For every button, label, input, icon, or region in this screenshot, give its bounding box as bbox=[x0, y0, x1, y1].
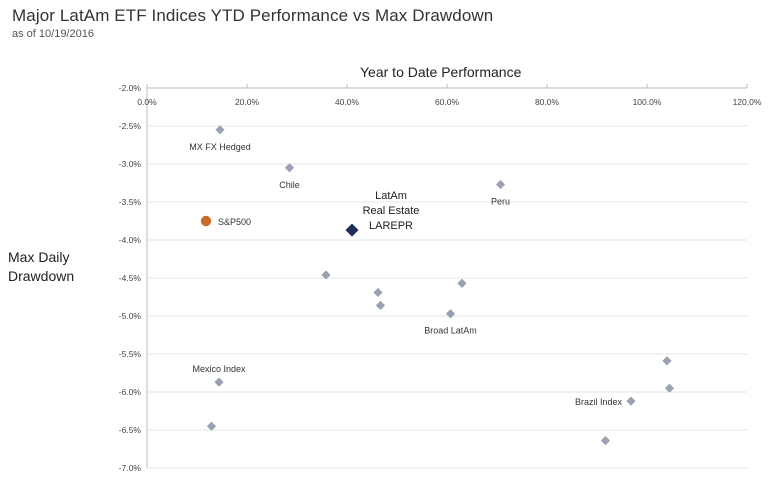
etf-point bbox=[495, 179, 506, 190]
etf-point bbox=[284, 163, 295, 173]
x-tick-label: 40.0% bbox=[335, 97, 360, 107]
point-label: LatAm bbox=[375, 190, 407, 202]
etf-point bbox=[445, 309, 456, 319]
y-tick-label: -4.0% bbox=[119, 235, 142, 245]
point-labels: MX FX Hedged Chile Peru S&P500 LatAm Real Est… bbox=[189, 142, 622, 407]
etf-point bbox=[206, 421, 217, 431]
y-tick-label: -2.0% bbox=[119, 83, 142, 93]
chart-subtitle: as of 10/19/2016 bbox=[12, 28, 94, 40]
y-tick-label: -5.0% bbox=[119, 311, 142, 321]
etf-point bbox=[600, 436, 611, 446]
data-points bbox=[200, 125, 675, 446]
etf-point bbox=[375, 300, 386, 310]
etf-point bbox=[662, 356, 672, 366]
x-tick-label: 100.0% bbox=[633, 97, 662, 107]
x-tick-label: 60.0% bbox=[435, 97, 460, 107]
y-tick-label: -3.5% bbox=[119, 197, 142, 207]
y-tick-label: -3.0% bbox=[119, 159, 142, 169]
point-label: LAREPR bbox=[369, 220, 413, 232]
x-tick-label: 20.0% bbox=[235, 97, 260, 107]
point-label: Broad LatAm bbox=[424, 326, 477, 336]
y-tick-label: -5.5% bbox=[119, 349, 142, 359]
y-axis-label-line-2: Drawdown bbox=[8, 268, 75, 284]
y-axis-label: Max Daily Drawdown bbox=[8, 248, 74, 286]
point-label: Peru bbox=[491, 197, 510, 207]
x-tick-label: 0.0% bbox=[137, 97, 157, 107]
point-label: Mexico Index bbox=[192, 364, 246, 374]
etf-point bbox=[215, 125, 225, 135]
axes: -2.0% -2.5% -3.0% -3.5% -4.0% -4.5% -5.0% -5.5%… bbox=[119, 83, 762, 473]
etf-point bbox=[457, 278, 467, 288]
highlight-point bbox=[345, 223, 359, 237]
etf-point bbox=[664, 383, 675, 393]
point-label: Brazil Index bbox=[575, 397, 623, 407]
point-label: Chile bbox=[279, 180, 300, 190]
etf-point bbox=[214, 377, 224, 387]
y-tick-label: -6.5% bbox=[119, 425, 142, 435]
point-label: S&P500 bbox=[218, 217, 251, 227]
etf-point bbox=[373, 287, 383, 298]
etf-point bbox=[321, 270, 331, 280]
y-tick-label: -6.0% bbox=[119, 387, 142, 397]
x-tick-label: 120.0% bbox=[733, 97, 762, 107]
chart-title: Major LatAm ETF Indices YTD Performance … bbox=[12, 6, 494, 25]
y-axis-label-line-1: Max Daily bbox=[8, 249, 70, 265]
benchmark-point bbox=[200, 215, 212, 227]
y-tick-label: -4.5% bbox=[119, 273, 142, 283]
y-tick-label: -7.0% bbox=[119, 463, 142, 473]
point-label: Real Estate bbox=[363, 205, 420, 217]
point-label: MX FX Hedged bbox=[189, 142, 251, 152]
y-tick-label: -2.5% bbox=[119, 121, 142, 131]
gridlines bbox=[147, 125, 747, 431]
etf-point bbox=[626, 396, 636, 406]
x-axis-label: Year to Date Performance bbox=[360, 64, 522, 80]
x-tick-label: 80.0% bbox=[535, 97, 560, 107]
